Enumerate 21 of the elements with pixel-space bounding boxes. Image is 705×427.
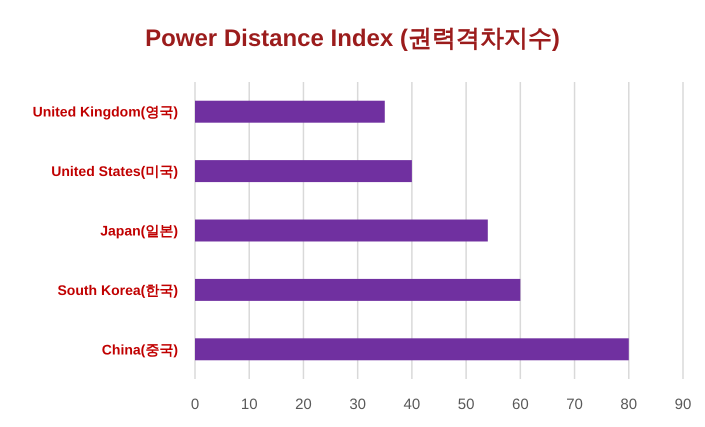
bar xyxy=(195,160,412,182)
x-tick-label: 70 xyxy=(566,396,583,413)
x-tick-label: 60 xyxy=(512,396,529,413)
x-tick-label: 40 xyxy=(404,396,420,413)
x-tick-label: 20 xyxy=(295,396,312,413)
x-tick-label: 80 xyxy=(620,396,638,413)
y-tick-label: South Korea(한국) xyxy=(57,282,178,298)
y-tick-label: United Kingdom(영국) xyxy=(32,104,178,120)
x-tick-label: 0 xyxy=(190,396,200,413)
y-tick-label: China(중국) xyxy=(102,341,178,358)
x-tick-label: 90 xyxy=(674,396,692,413)
chart-title: Power Distance Index (권력격차지수) xyxy=(145,25,560,52)
bar xyxy=(195,100,385,123)
bar xyxy=(195,278,520,301)
y-tick-label: United States(미국) xyxy=(51,163,178,180)
y-tick-label: Japan(일본) xyxy=(100,222,178,238)
bar xyxy=(195,338,629,360)
x-tick-label: 50 xyxy=(458,396,474,413)
x-tick-label: 10 xyxy=(240,396,258,413)
x-tick-label: 30 xyxy=(349,396,366,413)
bar xyxy=(195,220,488,242)
